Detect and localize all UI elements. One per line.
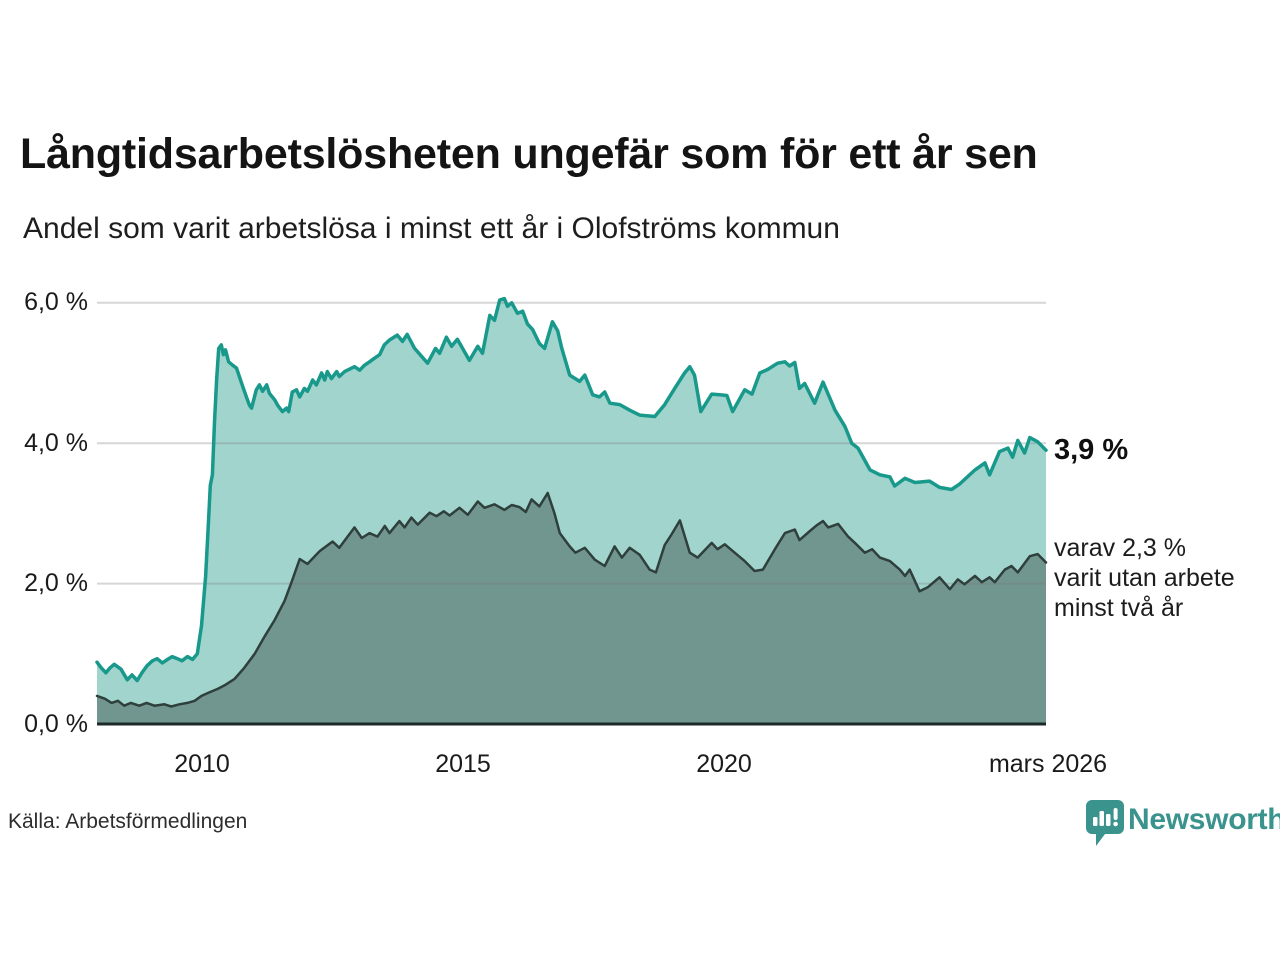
secondary-series-annotation: varav 2,3 % varit utan arbete minst två … (1054, 533, 1235, 623)
page-title: Långtidsarbetslösheten ungefär som för e… (20, 130, 1038, 178)
y-axis-label-2: 2,0 % (24, 569, 88, 597)
x-axis-label-2020: 2020 (696, 750, 752, 778)
y-axis-label-6: 6,0 % (24, 288, 88, 316)
source-caption: Källa: Arbetsförmedlingen (8, 810, 248, 833)
y-axis-label-4: 4,0 % (24, 429, 88, 457)
chart-subtitle: Andel som varit arbetslösa i minst ett å… (23, 212, 840, 245)
x-axis-label-mars-2026: mars 2026 (988, 750, 1108, 778)
x-axis-label-2015: 2015 (435, 750, 491, 778)
annotation-line-3: minst två år (1054, 594, 1184, 622)
series-line-0 (95, 296, 1048, 683)
x-axis-label-2010: 2010 (174, 750, 230, 778)
latest-value-label: 3,9 % (1054, 434, 1129, 466)
annotation-line-2: varit utan arbete (1054, 564, 1235, 592)
area-fill-series-1 (97, 493, 1046, 724)
newsworthy-speech-bubble-chart-icon (1086, 800, 1124, 846)
annotation-line-1: varav 2,3 % (1054, 534, 1187, 562)
y-axis-label-0: 0,0 % (24, 710, 88, 738)
series-line-1 (95, 491, 1048, 708)
newsworthy-wordmark: Newsworthy (1128, 803, 1280, 836)
